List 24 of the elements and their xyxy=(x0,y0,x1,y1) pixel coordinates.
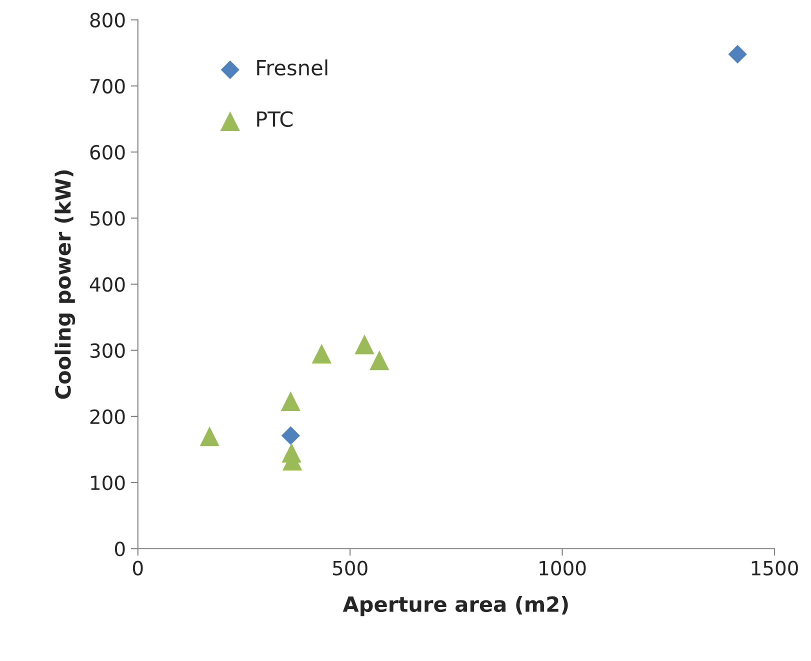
y-tick-label: 400 xyxy=(90,277,125,292)
point xyxy=(354,334,374,354)
point xyxy=(200,426,220,446)
y-tick-label: 800 xyxy=(90,12,125,28)
legend-label: Fresnel xyxy=(257,59,328,76)
y-tick-label: 500 xyxy=(90,211,125,226)
y-tick-label: 700 xyxy=(90,78,125,94)
y-axis-title: Cooling power (kW) xyxy=(54,170,76,399)
point xyxy=(280,391,300,412)
y-tick-label: 600 xyxy=(90,144,125,160)
legend-label: PTC xyxy=(257,111,293,127)
x-tick-label: 0 xyxy=(132,560,143,576)
x-tick-label: 1000 xyxy=(540,560,586,576)
y-tick-label: 0 xyxy=(114,542,125,556)
point xyxy=(312,344,332,364)
y-tick-label: 200 xyxy=(90,409,125,424)
y-tick-label: 300 xyxy=(90,343,125,358)
point xyxy=(281,426,300,445)
x-tick-label: 1500 xyxy=(752,560,798,576)
x-axis-title: Aperture area (m2) xyxy=(342,596,568,616)
point xyxy=(728,44,747,64)
x-tick-label: 500 xyxy=(333,560,368,576)
point xyxy=(370,350,390,370)
y-tick-label: 100 xyxy=(91,475,125,490)
